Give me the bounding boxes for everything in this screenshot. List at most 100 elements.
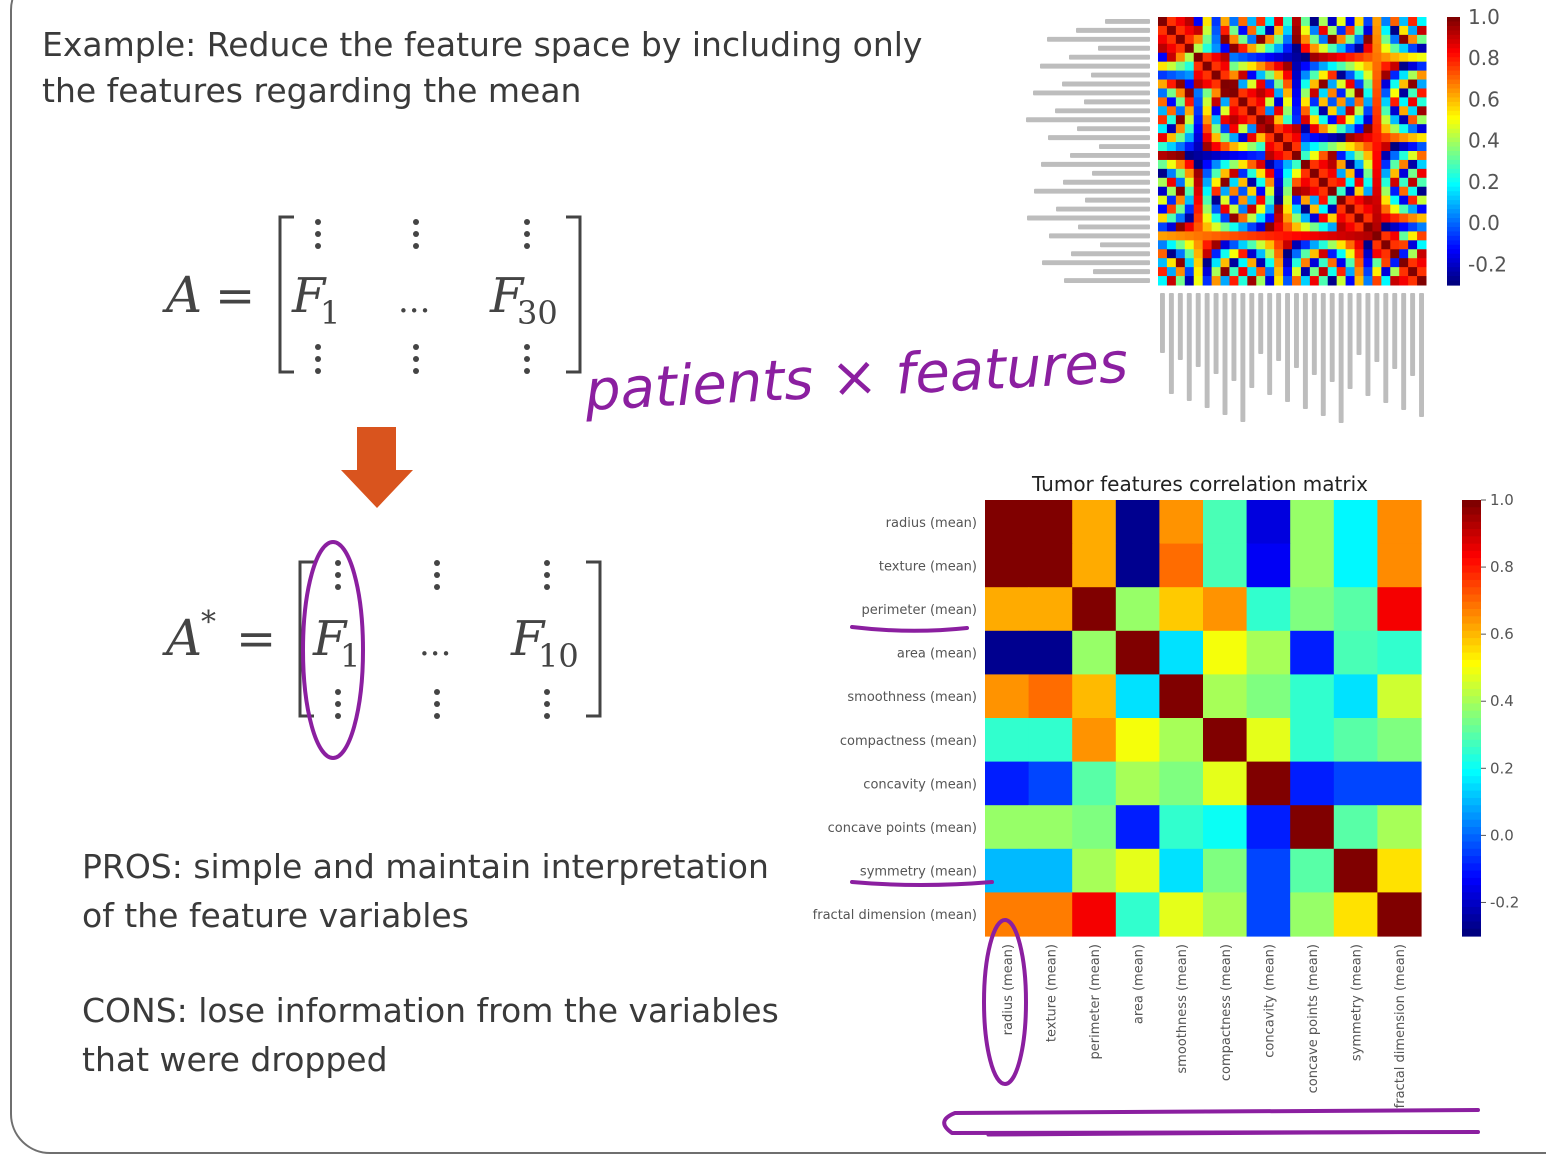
small-heatmap-cell [1238, 70, 1248, 81]
small-heatmap-cell [1300, 79, 1311, 89]
small-heatmap-cell [1274, 213, 1284, 223]
small-colorbar-segment [1447, 164, 1460, 170]
small-column-label [1392, 293, 1398, 369]
small-heatmap-cell [1345, 97, 1356, 107]
small-heatmap-cell [1166, 258, 1177, 268]
small-heatmap-cell [1300, 267, 1311, 277]
small-heatmap-cell [1345, 186, 1356, 197]
small-heatmap-cell [1283, 186, 1293, 197]
small-heatmap-cell [1283, 258, 1293, 268]
small-column-label [1267, 293, 1273, 395]
small-row-label [1084, 99, 1150, 105]
small-heatmap-cell [1336, 267, 1347, 277]
heatmap-cell [1115, 587, 1160, 632]
chart-title: Tumor features correlation matrix [1031, 472, 1368, 496]
small-heatmap-cell [1220, 43, 1230, 54]
small-row-label [1048, 135, 1150, 141]
small-heatmap-cell [1175, 17, 1186, 27]
small-heatmap-cell [1211, 106, 1222, 116]
small-heatmap-cell [1336, 52, 1347, 63]
small-heatmap-cell [1247, 258, 1257, 268]
small-heatmap-cell [1256, 168, 1266, 179]
small-heatmap-cell [1193, 204, 1204, 215]
small-colorbar-segment [1447, 128, 1460, 134]
small-heatmap-cell [1363, 276, 1373, 286]
small-heatmap-cell [1202, 133, 1213, 143]
small-heatmap-cell [1399, 97, 1409, 107]
small-colorbar-segment [1447, 249, 1460, 255]
small-heatmap-cell [1345, 213, 1356, 223]
small-heatmap-cell [1399, 240, 1409, 250]
small-heatmap-cell [1238, 52, 1248, 63]
small-heatmap-cell [1381, 240, 1391, 250]
heatmap-cell [1072, 587, 1117, 632]
small-heatmap-cell [1175, 267, 1186, 277]
colorbar-segment [1462, 921, 1481, 930]
small-heatmap-cell [1158, 17, 1168, 27]
small-heatmap-cell [1309, 240, 1320, 250]
colorbar-segment [1462, 688, 1481, 697]
small-heatmap-cell [1390, 88, 1400, 98]
heatmap-cell [1203, 630, 1248, 675]
small-heatmap-cell [1363, 142, 1373, 152]
small-heatmap-cell [1292, 159, 1302, 170]
small-heatmap-cell [1318, 124, 1329, 134]
small-heatmap-cell [1202, 88, 1213, 98]
small-heatmap-cell [1211, 142, 1222, 152]
small-heatmap-cell [1309, 258, 1320, 268]
small-heatmap-cell [1193, 159, 1204, 170]
small-heatmap-cell [1327, 151, 1338, 161]
small-heatmap-cell [1372, 276, 1382, 286]
small-heatmap-cell [1300, 115, 1311, 125]
heatmap-cell [1072, 848, 1117, 893]
small-heatmap-cell [1300, 106, 1311, 116]
small-colorbar-segment [1447, 142, 1460, 148]
small-row-label [1092, 170, 1150, 176]
small-heatmap-cell [1211, 115, 1222, 125]
small-heatmap-cell [1300, 240, 1311, 250]
small-heatmap-cell [1390, 240, 1400, 250]
small-heatmap-cell [1202, 249, 1213, 259]
small-heatmap-cell [1184, 115, 1195, 125]
small-column-label [1240, 293, 1246, 422]
small-heatmap-cell [1363, 186, 1373, 197]
heatmap-cell [1290, 805, 1335, 850]
slide-title: Example: Reduce the feature space by inc… [42, 22, 942, 114]
small-heatmap-cell [1327, 34, 1338, 45]
colorbar-tick-label: 0.6 [1490, 625, 1514, 643]
small-heatmap-cell [1265, 43, 1275, 54]
heatmap-cell [1028, 805, 1073, 850]
small-heatmap-cell [1300, 142, 1311, 152]
small-row-label [1026, 117, 1150, 123]
small-heatmap-cell [1292, 240, 1302, 250]
small-heatmap-cell [1399, 79, 1409, 89]
small-row-label [1100, 242, 1150, 248]
small-heatmap-cell [1256, 276, 1266, 286]
small-heatmap-cell [1158, 267, 1168, 277]
small-heatmap-cell [1372, 249, 1382, 259]
small-heatmap-cell [1256, 43, 1266, 54]
small-heatmap-cell [1408, 168, 1418, 179]
small-heatmap-cell [1238, 231, 1248, 241]
heatmap-cell [1246, 718, 1291, 763]
heatmap-cell [1377, 892, 1422, 937]
small-heatmap-cell [1202, 159, 1213, 170]
small-heatmap-cell [1327, 52, 1338, 63]
small-heatmap-cell [1354, 186, 1364, 197]
small-heatmap-cell [1211, 177, 1222, 188]
small-heatmap-cell [1292, 43, 1302, 54]
heatmap-cell [1290, 630, 1335, 675]
small-heatmap-cell [1193, 106, 1204, 116]
small-heatmap-cell [1202, 276, 1213, 286]
small-heatmap-cell [1202, 79, 1213, 89]
small-heatmap-cell [1274, 97, 1284, 107]
row-label: radius (mean) [886, 516, 977, 531]
small-heatmap-cell [1408, 159, 1418, 170]
small-column-label [1410, 293, 1416, 376]
small-heatmap-cell [1238, 88, 1248, 98]
heatmap-cell [1159, 543, 1204, 588]
small-heatmap-cell [1363, 115, 1373, 125]
small-heatmap-cell [1229, 159, 1239, 170]
